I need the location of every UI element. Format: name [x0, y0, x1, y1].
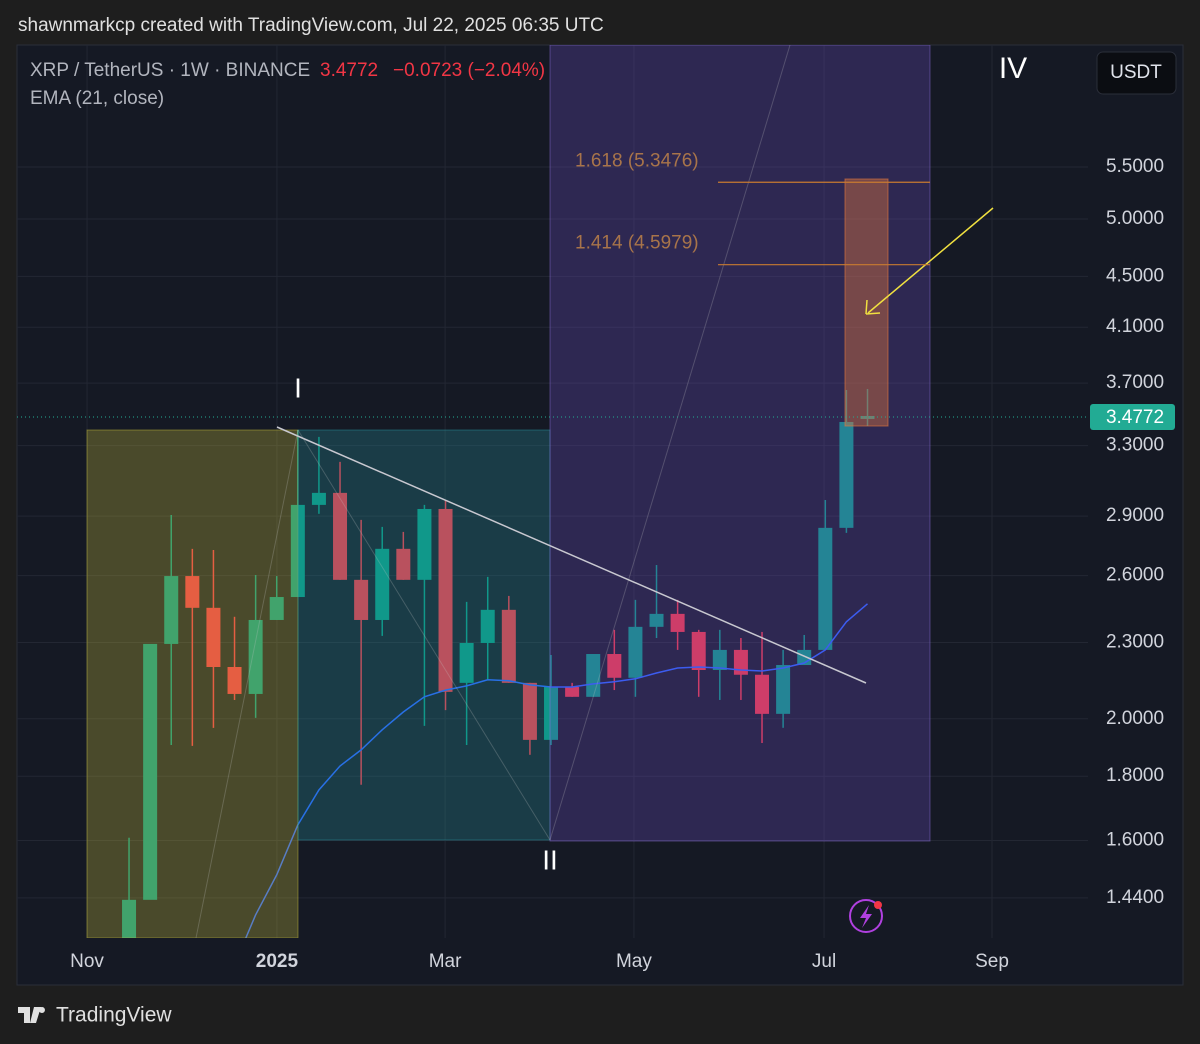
candle-body	[375, 548, 390, 620]
wave-line	[297, 429, 551, 841]
candle-body	[227, 667, 242, 694]
candle-body	[122, 899, 137, 938]
brand-logo	[18, 1007, 45, 1023]
candle-body	[755, 674, 770, 714]
candle-body	[185, 576, 200, 608]
candle-body	[143, 643, 158, 900]
grid	[17, 45, 1088, 938]
zone-box	[86, 429, 299, 938]
candle-body	[290, 504, 305, 598]
candle-body	[248, 619, 263, 694]
y-tick-label: 4.1000	[1106, 316, 1164, 337]
candle-body	[860, 415, 875, 419]
candle-body	[164, 576, 179, 644]
indicator-name: EMA (21, close)	[30, 88, 164, 109]
fib-label: 1.618 (5.3476)	[575, 150, 699, 171]
zone-box	[297, 429, 551, 841]
price: 3.4772	[320, 60, 378, 81]
candle-body	[417, 508, 432, 580]
y-tick-label: 2.3000	[1106, 632, 1164, 653]
wave-line	[549, 45, 791, 841]
candle-body	[522, 682, 537, 740]
symbol: XRP / TetherUS · 1W · BINANCE	[30, 60, 310, 81]
x-tick-label: May	[616, 951, 652, 972]
candle-body	[776, 665, 791, 714]
x-tick-label: Mar	[429, 951, 462, 972]
candle-body	[396, 548, 411, 580]
candle-body	[607, 654, 622, 678]
overlay: 1.618 (5.3476) 1.414 (4.5979)	[17, 150, 1088, 418]
credit: shawnmarkcp created with TradingView.com…	[18, 15, 604, 36]
candle-body	[206, 607, 221, 668]
y-tick-label: 5.0000	[1106, 208, 1164, 229]
candle-body	[438, 508, 453, 692]
y-tick-label: 1.4400	[1106, 887, 1164, 908]
arrow	[867, 207, 994, 314]
candle-body	[501, 609, 516, 683]
arrow-head	[865, 299, 881, 315]
candle-body	[565, 686, 580, 697]
candle-body	[628, 626, 643, 678]
candle-body	[712, 649, 727, 670]
candle-body	[544, 686, 559, 740]
wave-label: IV	[999, 52, 1027, 85]
alert-icon-bolt	[860, 905, 872, 928]
candle-body	[670, 613, 685, 632]
wave-label: I	[294, 372, 302, 403]
trend-line	[276, 426, 867, 684]
y-tick-label: 1.8000	[1106, 765, 1164, 786]
y-tick-label: 2.9000	[1106, 505, 1164, 526]
price-change: −0.0723 (−2.04%)	[393, 60, 545, 81]
y-tick-label: 5.5000	[1106, 156, 1164, 177]
brand-name: TradingView	[56, 1004, 172, 1027]
y-tick-label: 3.7000	[1106, 372, 1164, 393]
x-tick-label: Sep	[975, 951, 1009, 972]
candle-body	[649, 613, 664, 627]
y-tick-label: 1.6000	[1106, 829, 1164, 850]
candle-body	[269, 597, 284, 620]
zone-box	[549, 45, 931, 842]
candle-body	[691, 631, 706, 670]
alert-dot	[874, 901, 882, 909]
y-tick-label: 2.0000	[1106, 708, 1164, 729]
candle-body	[333, 492, 348, 580]
candle-body	[354, 579, 369, 620]
currency-button[interactable]	[1096, 51, 1177, 95]
candle-body	[459, 642, 474, 683]
candle-body	[480, 609, 495, 643]
x-tick-label: Nov	[70, 951, 104, 972]
plot-area: 1.618 (5.3476) 1.414 (4.5979)	[17, 45, 1088, 938]
candle-body	[586, 654, 601, 697]
x-tick-label: Jul	[812, 951, 836, 972]
y-tick-label: 3.3000	[1106, 435, 1164, 456]
y-tick-label: 2.6000	[1106, 565, 1164, 586]
alert-icon[interactable]	[849, 899, 883, 933]
y-tick-label: 4.5000	[1106, 265, 1164, 286]
candle-body	[733, 649, 748, 675]
ema-line	[244, 603, 868, 938]
candle-body	[818, 527, 833, 650]
currency-label[interactable]: USDT	[1110, 62, 1162, 83]
last-price-tag	[1090, 404, 1175, 431]
chart-panel	[16, 44, 1184, 986]
wave-label: II	[542, 844, 558, 875]
candle-body	[839, 421, 854, 528]
candle-body	[311, 492, 326, 505]
candles	[122, 388, 875, 938]
x-tick-label: 2025	[256, 951, 299, 972]
last-price-label: 3.4772	[1106, 407, 1164, 428]
axes: 1.4400 1.6000 1.8000 2.0000 2.3000 2.6000 2.90…	[70, 156, 1175, 972]
wave-line	[195, 429, 299, 938]
fib-label: 1.414 (4.5979)	[575, 233, 699, 254]
